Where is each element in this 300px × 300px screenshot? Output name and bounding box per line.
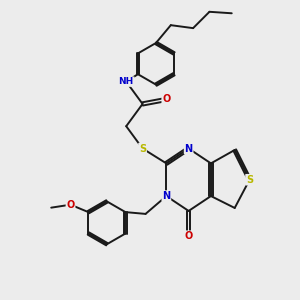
Text: N: N — [184, 143, 193, 154]
Text: S: S — [139, 143, 146, 154]
Text: S: S — [246, 175, 253, 185]
Text: N: N — [162, 191, 170, 201]
Text: O: O — [162, 94, 170, 104]
Text: NH: NH — [118, 77, 134, 86]
Text: O: O — [184, 231, 193, 241]
Text: O: O — [66, 200, 75, 210]
